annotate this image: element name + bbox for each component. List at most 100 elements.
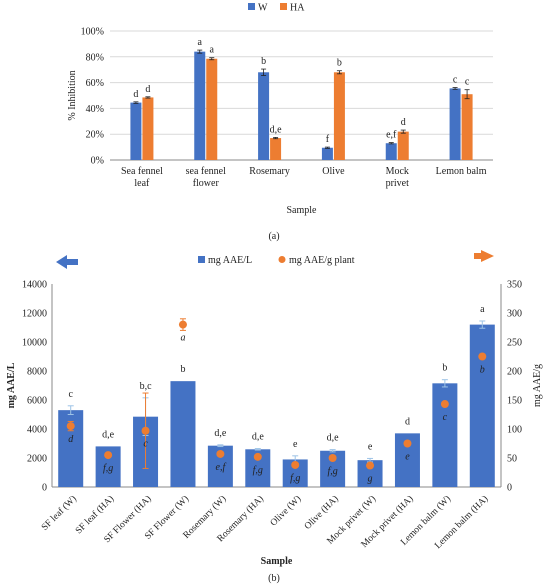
y-left-tick-label: 8000 [27,367,47,378]
point-significance-letter: f,g [290,473,300,484]
y-left-tick-label: 12000 [22,309,47,320]
bar-significance-letter: b [442,363,447,374]
significance-letter: c [453,75,458,86]
bar-significance-letter: d,e [327,433,340,444]
bar-significance-letter: d,e [214,428,227,439]
y-tick-label: 100% [81,27,104,38]
y-tick-label: 40% [86,104,104,115]
right-arrow-icon [474,250,494,262]
point-significance-letter: f,g [327,466,337,477]
bar [449,88,461,160]
y-right-tick-label: 200 [507,367,522,378]
bar [461,94,473,160]
data-point [141,426,150,435]
bar [270,138,282,160]
bar [321,147,333,160]
significance-letter: f [326,134,330,145]
legend-label: HA [290,3,305,14]
legend-swatch [248,3,255,10]
y-right-tick-label: 250 [507,338,522,349]
bar [194,51,206,160]
significance-letter: e,f [386,130,397,141]
significance-letter: d [145,84,150,95]
panel-label: (b) [268,573,280,584]
y-left-axis-title: mg AAE/L [6,362,17,408]
x-tick-label: Mock privet [386,166,410,189]
legend-label: W [258,3,268,14]
point-significance-letter: f,g [253,465,263,476]
panel-label: (a) [268,231,279,242]
x-tick-label: Olive [322,166,345,177]
legend-marker [278,256,286,263]
bar-significance-letter: d,e [102,429,115,440]
x-tick-label: Rosemary [249,166,290,177]
data-point [366,461,375,470]
x-axis-title: Sample [261,556,293,567]
bar-significance-letter: c [68,389,73,400]
bar [469,324,495,487]
y-right-tick-label: 0 [507,483,512,494]
x-tick-label: sea fennel flower [186,166,226,189]
y-right-tick-label: 150 [507,396,522,407]
y-left-tick-label: 6000 [27,396,47,407]
legend-label: mg AAE/g plant [289,255,355,266]
y-left-tick-label: 0 [42,483,47,494]
y-left-tick-label: 14000 [22,280,47,291]
significance-letter: c [465,77,470,88]
data-point [216,449,225,458]
bar [333,72,345,160]
data-point [66,422,75,431]
bar [142,97,154,160]
significance-letter: b [261,56,266,67]
data-point [440,400,449,409]
x-tick-label: SF leaf (W) [39,493,78,532]
data-point [178,320,187,329]
point-significance-letter: b [480,365,485,376]
y-left-tick-label: 2000 [27,454,47,465]
bar-significance-letter: d,e [252,432,265,443]
significance-letter: a [198,37,203,48]
data-point [291,460,300,469]
point-significance-letter: f,g [103,463,113,474]
y-tick-label: 20% [86,130,104,141]
bar [385,143,397,160]
x-tick-label: Olive (HA) [302,493,341,532]
bar [130,102,142,160]
x-tick-label: Olive (W) [268,493,303,528]
significance-letter: b [337,58,342,69]
significance-letter: a [210,45,215,56]
y-right-tick-label: 100 [507,425,522,436]
y-right-tick-label: 50 [507,454,517,465]
data-point [403,439,412,448]
point-significance-letter: e [405,452,410,463]
data-point [478,352,487,361]
x-tick-label: Sea fennel leaf [121,166,163,189]
y-tick-label: 60% [86,78,104,89]
significance-letter: d,e [270,124,283,135]
left-arrow-icon [56,255,78,269]
data-point [328,454,337,462]
data-point [253,452,262,461]
bar-significance-letter: e [368,441,373,452]
y-tick-label: 0% [91,156,104,167]
point-significance-letter: c [143,439,148,450]
legend-swatch [198,256,205,263]
chart-a: 0% 20% 40% 60% 80% 100% W HA d a b f e,f c d a d,e b d c Sea… [67,3,493,242]
point-significance-letter: c [443,412,448,423]
significance-letter: d [133,89,138,100]
y-right-axis-title: mg AAE/g [532,364,543,407]
bar-significance-letter: b [180,364,185,375]
x-axis-title: Sample [287,205,318,216]
data-point [104,451,113,460]
bar [170,381,196,487]
x-tick-label: Lemon balm [436,166,487,177]
y-left-tick-label: 10000 [22,338,47,349]
bar-significance-letter: e [293,439,298,450]
legend-label: mg AAE/L [208,255,252,266]
point-significance-letter: a [180,333,185,344]
legend-swatch [280,3,287,10]
bar-significance-letter: d [405,416,410,427]
y-tick-label: 80% [86,52,104,63]
y-axis-title: % Inhibition [67,70,78,120]
